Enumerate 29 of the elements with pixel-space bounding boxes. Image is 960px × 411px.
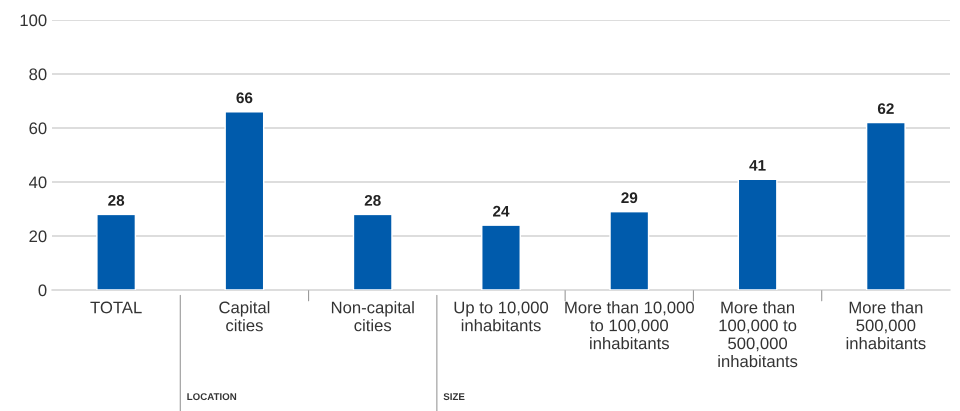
data-label: 24 [493, 206, 510, 216]
y-tick-label: 40 [28, 176, 46, 188]
y-tick-label: 20 [29, 230, 46, 242]
data-label: 62 [878, 103, 894, 114]
x-tick-label: Capital cities [219, 301, 270, 332]
text: SIZE [444, 393, 464, 400]
y-tick-label: 60 [29, 122, 46, 134]
x-tick-label: More than 500,000 inhabitants [846, 301, 926, 350]
bar [481, 224, 521, 290]
data-label: 28 [108, 195, 124, 206]
y-tick-label: 0 [38, 284, 46, 296]
bar [224, 111, 264, 290]
x-tick-label: Non-capital cities [332, 301, 414, 332]
data-label: 41 [749, 160, 766, 171]
data-label: 28 [364, 195, 381, 206]
x-tick-label: More than 100,000 to 500,000 inhabitants [718, 301, 798, 368]
bar [866, 122, 906, 290]
bar [738, 178, 778, 290]
y-tick-label: 80 [29, 68, 46, 80]
x-tick-label: TOTAL [90, 302, 142, 314]
bar [96, 214, 136, 290]
text: LOCATION [187, 393, 236, 400]
bar [352, 214, 393, 290]
x-tick-label: More than 10,000 to 100,000 inhabitants [565, 301, 694, 350]
data-label: 29 [621, 192, 638, 204]
data-label: 66 [236, 92, 252, 104]
x-tick-label: Up to 10,000 inhabitants [454, 302, 548, 332]
y-tick-label: 100 [20, 14, 46, 26]
bar [609, 211, 650, 290]
